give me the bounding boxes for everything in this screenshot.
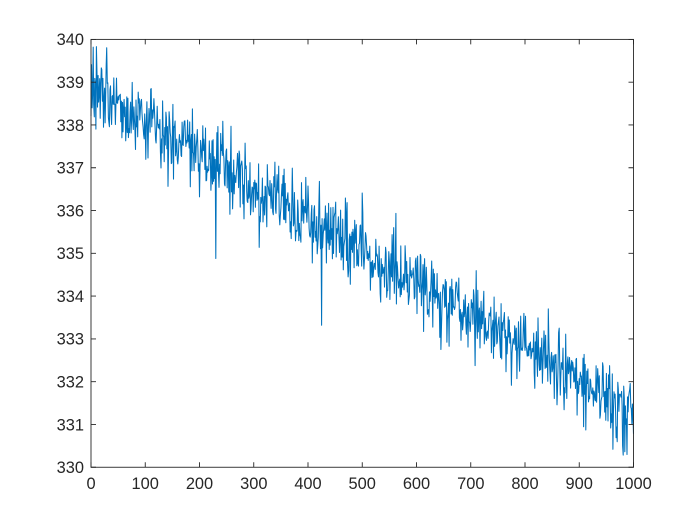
svg-text:330: 330 — [57, 459, 84, 477]
svg-text:400: 400 — [294, 475, 321, 493]
svg-text:333: 333 — [57, 331, 84, 349]
svg-text:300: 300 — [240, 475, 267, 493]
svg-text:100: 100 — [132, 475, 159, 493]
svg-text:334: 334 — [57, 288, 84, 306]
svg-text:200: 200 — [186, 475, 213, 493]
svg-text:339: 339 — [57, 74, 84, 92]
svg-text:800: 800 — [511, 475, 538, 493]
svg-text:340: 340 — [57, 31, 84, 49]
svg-text:335: 335 — [57, 245, 84, 263]
svg-text:500: 500 — [349, 475, 376, 493]
svg-text:700: 700 — [457, 475, 484, 493]
svg-text:1000: 1000 — [615, 475, 651, 493]
svg-text:331: 331 — [57, 416, 84, 434]
svg-text:0: 0 — [86, 475, 95, 493]
svg-text:332: 332 — [57, 374, 84, 392]
svg-text:600: 600 — [403, 475, 430, 493]
svg-text:337: 337 — [57, 160, 84, 178]
svg-text:900: 900 — [566, 475, 593, 493]
svg-text:336: 336 — [57, 202, 84, 220]
svg-text:338: 338 — [57, 117, 84, 135]
